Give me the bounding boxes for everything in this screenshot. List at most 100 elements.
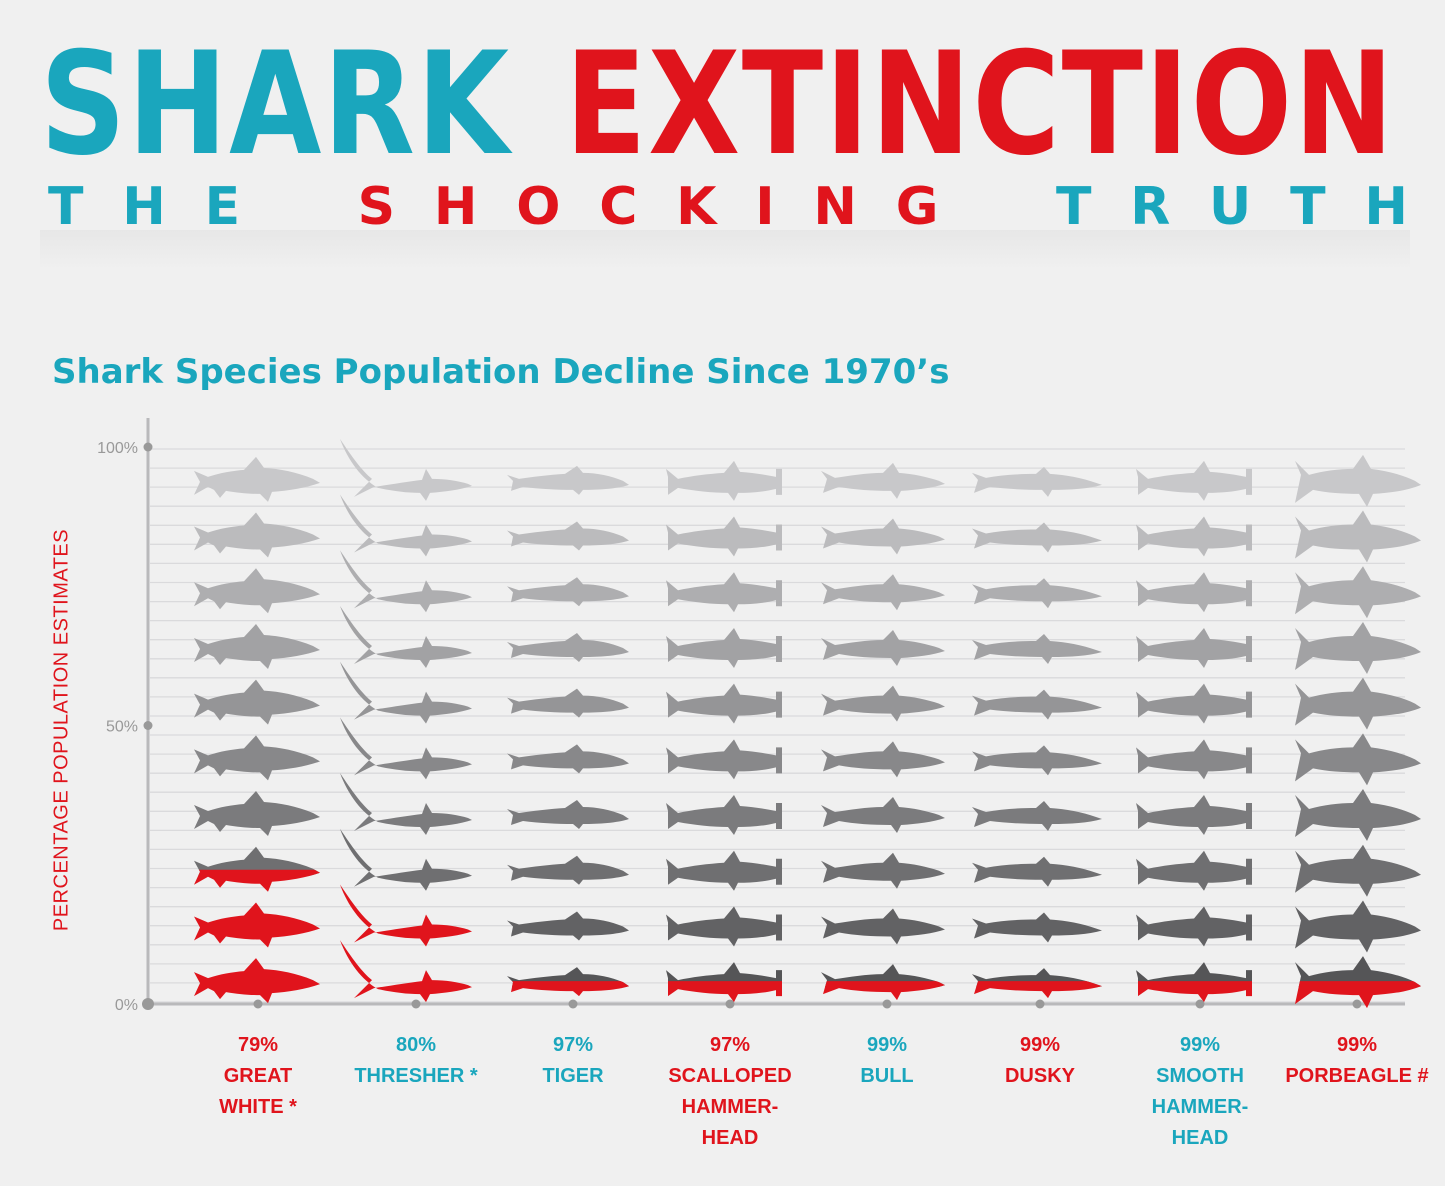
shark-lost [823, 981, 945, 1001]
shark-icon [1136, 516, 1252, 557]
shark-remaining [666, 739, 782, 780]
shark-icon [194, 456, 320, 502]
shark-icon [507, 521, 629, 551]
subtitle-letter: E [204, 177, 241, 237]
shark-remaining [507, 465, 629, 495]
shark-column-3 [507, 465, 629, 997]
main-title: SHARK EXTINCTION [40, 30, 1410, 180]
shark-icon [1295, 733, 1421, 786]
shark-remaining [666, 628, 782, 668]
category-label-7: 99% SMOOTH HAMMER- HEAD [1110, 1030, 1290, 1154]
shark-icon [821, 462, 945, 499]
shark-icon [1295, 789, 1421, 841]
shark-icon [340, 884, 472, 947]
shark-remaining [972, 578, 1102, 609]
shark-column-7 [1136, 460, 1252, 1003]
shark-icon [666, 739, 782, 780]
shark-remaining [340, 438, 472, 501]
shark-icon [1136, 906, 1252, 947]
shark-remaining [1295, 510, 1421, 563]
shark-remaining [666, 962, 782, 988]
shark-icon [666, 962, 782, 1003]
shark-icon [972, 578, 1102, 609]
y-tick-label: 50% [106, 719, 138, 736]
shark-icon [972, 522, 1102, 553]
shark-icon [507, 800, 629, 829]
shark-remaining [507, 521, 629, 551]
shark-remaining [1136, 906, 1252, 947]
shark-remaining [194, 846, 320, 876]
shark-icon [340, 661, 472, 724]
shark-icon [1136, 628, 1252, 668]
shark-icon [340, 438, 472, 501]
shark-remaining [821, 685, 945, 722]
shark-icon [972, 912, 1102, 943]
shark-icon [194, 791, 320, 836]
shark-icon [507, 465, 629, 495]
shark-remaining [972, 912, 1102, 943]
shark-remaining [340, 606, 472, 668]
shark-remaining [821, 908, 945, 945]
subtitle-letter: K [676, 177, 717, 237]
category-label-4: 97% SCALLOPED HAMMER- HEAD [640, 1030, 820, 1154]
shark-icon [1136, 460, 1252, 501]
y-tick-label: 0% [115, 997, 138, 1014]
shark-remaining [972, 801, 1102, 831]
shark-remaining [1136, 683, 1252, 724]
shark-remaining [821, 574, 945, 611]
shark-remaining [1295, 844, 1421, 897]
x-tick-dot [725, 999, 735, 1009]
shark-remaining [666, 572, 782, 613]
shark-icon [340, 828, 472, 891]
shark-remaining [821, 462, 945, 499]
shark-remaining [507, 855, 629, 885]
category-name-line: SCALLOPED [668, 1065, 792, 1087]
category-name-line: WHITE * [219, 1096, 297, 1118]
shark-lost [1138, 981, 1252, 1003]
shark-remaining [1295, 454, 1421, 507]
shark-remaining [821, 630, 945, 666]
shark-icon [666, 628, 782, 668]
shark-icon [972, 466, 1102, 497]
shark-icons [194, 438, 1421, 1009]
shark-remaining [821, 518, 945, 555]
category-label-2: 80% THRESHER * [326, 1030, 506, 1092]
shark-icon [507, 744, 629, 774]
shark-icon [972, 689, 1102, 720]
shark-icon [1295, 844, 1421, 897]
shark-lost [194, 869, 320, 892]
shark-lost [340, 884, 472, 947]
shark-remaining [340, 661, 472, 724]
subtitle-letter: T [48, 177, 84, 237]
shark-icon [972, 745, 1102, 776]
shark-icon [194, 512, 320, 558]
category-percent: 97% [552, 1034, 594, 1056]
category-name-line: HAMMER- [681, 1096, 779, 1118]
shark-icon [340, 606, 472, 668]
shark-icon [1295, 510, 1421, 563]
shark-icon [194, 624, 320, 669]
shark-icon [1136, 683, 1252, 724]
shark-remaining [666, 906, 782, 947]
shark-remaining [507, 688, 629, 718]
shark-icon [666, 906, 782, 947]
y-tick-dot [142, 998, 154, 1010]
shark-icon [821, 852, 945, 889]
shark-icon [1295, 900, 1421, 953]
shark-column-8 [1295, 454, 1421, 1009]
subtitle-letter: T [1055, 177, 1092, 237]
shark-icon [1136, 850, 1252, 891]
shark-icon [194, 902, 320, 948]
shark-remaining [194, 735, 320, 781]
shark-column-5 [821, 462, 945, 1001]
subtitle-letter: C [599, 177, 638, 237]
shark-remaining [194, 456, 320, 502]
shark-remaining [1136, 962, 1252, 988]
chart-title: Shark Species Population Decline Since 1… [52, 352, 950, 392]
shark-remaining [194, 624, 320, 669]
shark-remaining [972, 745, 1102, 776]
shark-lost [511, 981, 629, 997]
shark-lost [668, 981, 782, 1003]
